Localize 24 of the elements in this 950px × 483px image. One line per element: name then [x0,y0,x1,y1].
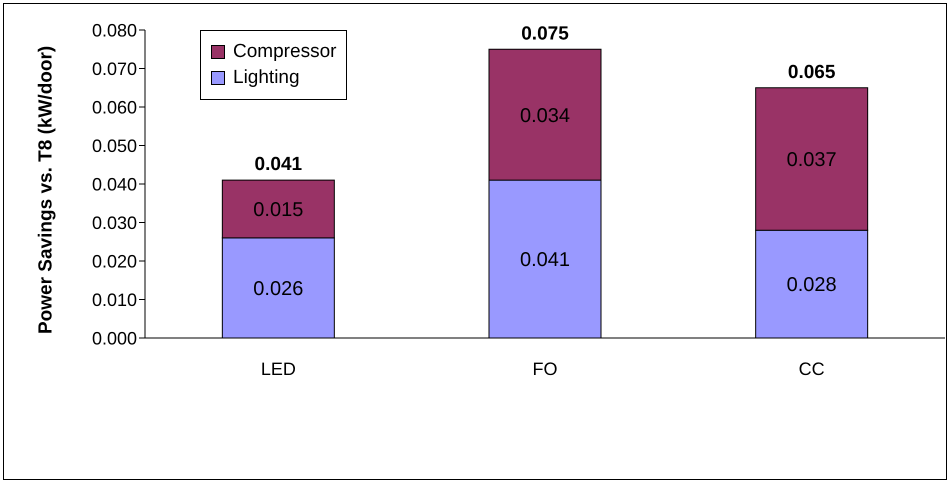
x-tick-label: FO [532,358,558,379]
data-label: 0.037 [786,149,837,172]
y-tick-label: 0.050 [92,136,137,156]
legend-label: Compressor [233,41,336,63]
y-tick-label: 0.080 [92,20,137,40]
x-tick-label: CC [798,358,825,379]
data-label: 0.041 [520,249,570,272]
y-tick-label: 0.010 [92,290,137,310]
data-label: 0.015 [253,199,304,222]
total-label: 0.075 [521,23,570,44]
data-label: 0.034 [520,104,570,127]
total-label: 0.065 [788,62,836,83]
total-label: 0.041 [254,154,303,176]
data-label: 0.026 [253,278,304,300]
y-tick-label: 0.070 [92,58,137,79]
y-tick-label: 0.000 [92,328,137,348]
y-tick-label: 0.030 [92,212,137,233]
y-tick-label: 0.020 [92,251,137,272]
y-axis-title: Power Savings vs. T8 (kW/door) [36,46,57,334]
y-tick-label: 0.040 [92,174,137,194]
legend-label: Lighting [233,67,300,89]
data-label: 0.028 [786,274,837,296]
x-tick-label: LED [260,358,296,379]
y-tick-label: 0.060 [92,97,137,118]
